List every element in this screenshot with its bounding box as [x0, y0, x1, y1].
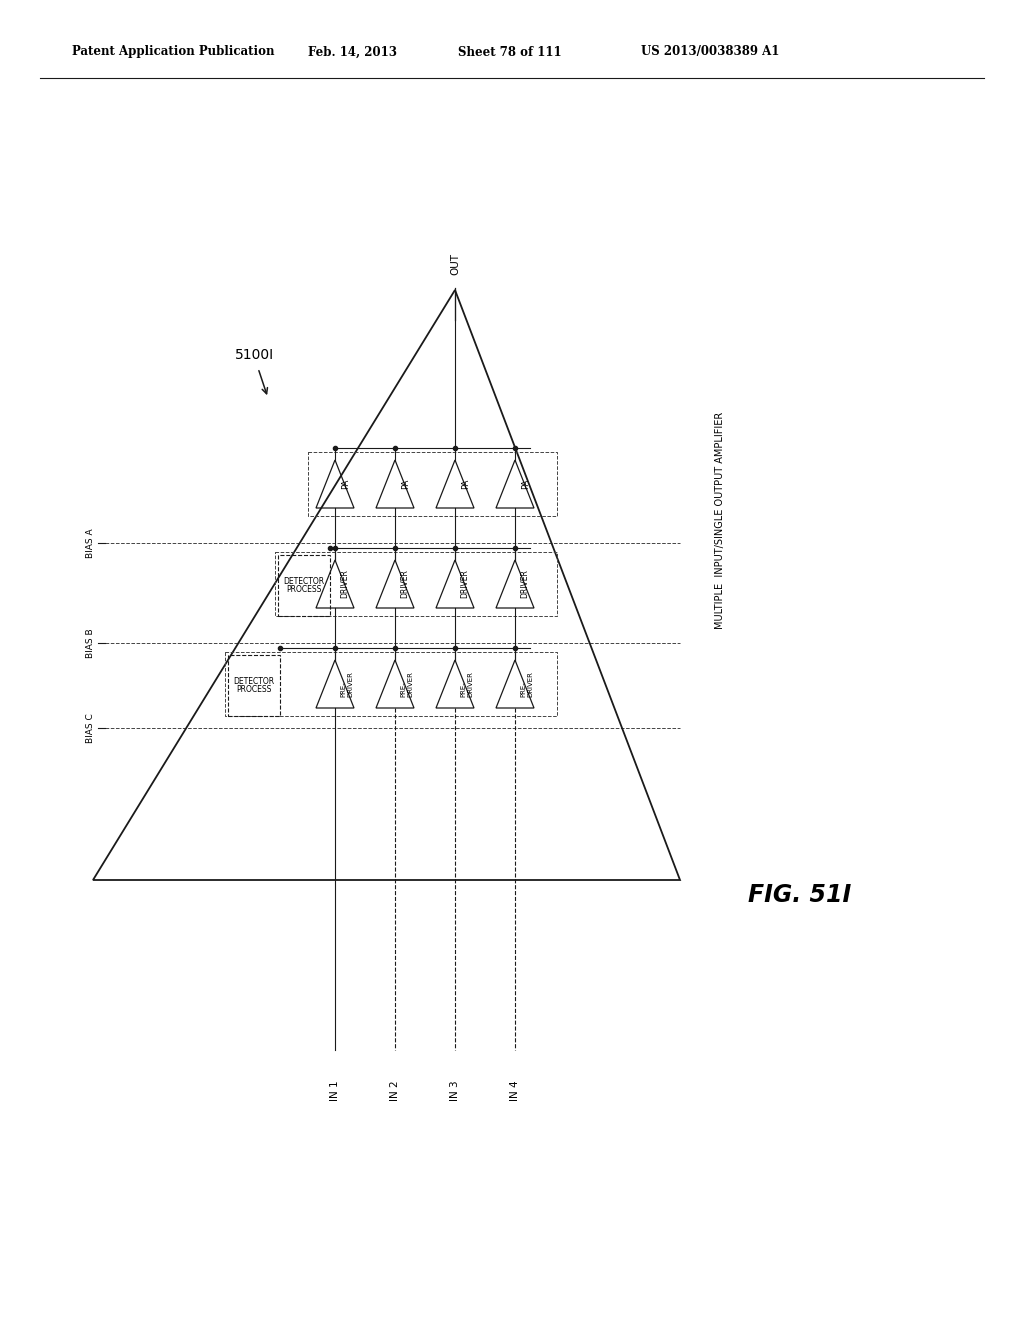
Text: MULTIPLE  INPUT/SINGLE OUTPUT AMPLIFIER: MULTIPLE INPUT/SINGLE OUTPUT AMPLIFIER — [715, 412, 725, 628]
Text: US 2013/0038389 A1: US 2013/0038389 A1 — [641, 45, 779, 58]
Text: PRE-
DRIVER: PRE- DRIVER — [400, 671, 414, 697]
Text: Sheet 78 of 111: Sheet 78 of 111 — [458, 45, 562, 58]
Text: PRE-
DRIVER: PRE- DRIVER — [461, 671, 474, 697]
Text: Feb. 14, 2013: Feb. 14, 2013 — [308, 45, 397, 58]
Text: PA: PA — [520, 479, 529, 490]
Text: IN 3: IN 3 — [450, 1080, 460, 1101]
Text: DETECTOR: DETECTOR — [284, 577, 325, 586]
Text: OUT: OUT — [450, 253, 460, 275]
Text: FIG. 51I: FIG. 51I — [749, 883, 852, 907]
Text: DRIVER: DRIVER — [461, 569, 470, 598]
Text: PA: PA — [461, 479, 470, 490]
Text: PROCESS: PROCESS — [287, 586, 322, 594]
Text: PA: PA — [400, 479, 410, 490]
Text: DETECTOR: DETECTOR — [233, 676, 274, 685]
Text: IN 4: IN 4 — [510, 1080, 520, 1101]
Text: DRIVER: DRIVER — [341, 569, 350, 598]
Text: IN 2: IN 2 — [390, 1080, 400, 1101]
Text: 5100I: 5100I — [234, 348, 274, 362]
Text: BIAS C: BIAS C — [86, 713, 95, 743]
Text: PRE-
DRIVER: PRE- DRIVER — [341, 671, 353, 697]
Bar — [278, 554, 330, 616]
Text: PA: PA — [341, 479, 350, 490]
Text: DRIVER: DRIVER — [520, 569, 529, 598]
Text: PRE-
DRIVER: PRE- DRIVER — [520, 671, 534, 697]
Text: IN 1: IN 1 — [330, 1080, 340, 1101]
Text: Patent Application Publication: Patent Application Publication — [72, 45, 274, 58]
Text: BIAS B: BIAS B — [86, 628, 95, 657]
Text: PROCESS: PROCESS — [237, 685, 271, 694]
Text: DRIVER: DRIVER — [400, 569, 410, 598]
Text: BIAS A: BIAS A — [86, 528, 95, 558]
Bar — [228, 655, 280, 715]
